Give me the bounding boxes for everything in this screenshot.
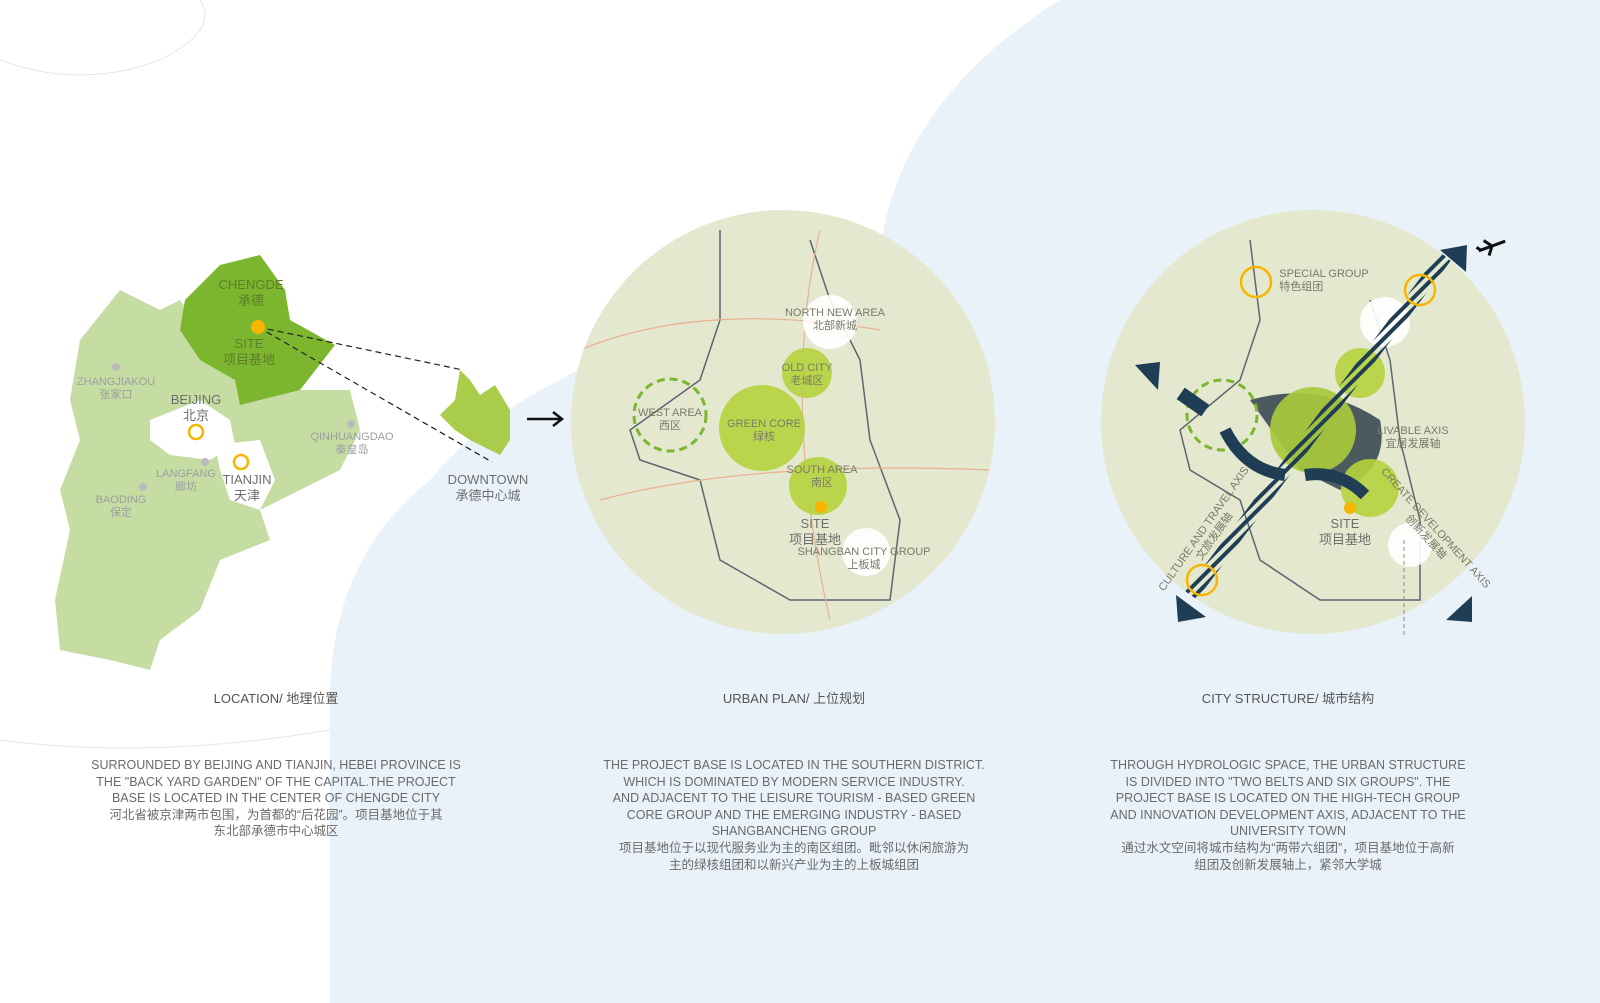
arrow-se [1446,596,1472,622]
label-chengde: CHENGDE 承德 [218,277,284,308]
arrow-ne [1440,245,1467,272]
label-green-core: GREEN CORE 绿核 [727,418,801,444]
downtown-shape [440,370,510,455]
label-site-plan: SITE 项目基地 [788,516,842,547]
tianjin [215,440,275,510]
label-west-area: WEST AREA 西区 [638,407,702,433]
caption-urban-plan: URBAN PLAN/ 上位规划 [722,691,866,706]
label-site-structure: SITE 项目基地 [1318,516,1372,547]
label-baoding: BAODING 保定 [95,494,147,520]
label-north-new-area: NORTH NEW AREA 北部新城 [784,307,886,333]
label-beijing: BEIJING 北京 [170,392,222,423]
beijing [150,400,235,460]
label-livable-axis: LIVABLE AXIS 宜居发展轴 [1377,425,1449,451]
arrow-nw [1135,362,1160,390]
label-special-group: SPECIAL GROUP 特色组团 [1279,268,1369,294]
label-south-area: SOUTH AREA 南区 [786,464,858,490]
label-tianjin: TIANJIN 天津 [222,472,272,503]
label-langfang: LANGFANG 廊坊 [156,468,216,494]
label-old-city: OLD CITY 老城区 [781,362,833,388]
airplane-icon [1475,239,1506,257]
description-urban-plan: THE PROJECT BASE IS LOCATED IN THE SOUTH… [603,758,985,872]
arrow-icon [527,411,565,427]
caption-location: LOCATION/ 地理位置 [213,691,339,706]
label-zhangjiakou: ZHANGJIAKOU 张家口 [76,376,156,402]
label-qinhuangdao: QINHUANGDAO 秦皇岛 [310,431,394,457]
arrow-sw [1176,595,1206,622]
description-city-structure: THROUGH HYDROLOGIC SPACE, THE URBAN STRU… [1110,758,1466,872]
description-location: SURROUNDED BY BEIJING AND TIANJIN, HEBEI… [91,758,461,839]
label-site: SITE 项目基地 [222,336,276,367]
label-downtown: DOWNTOWN 承德中心城 [447,472,529,503]
site-marker [251,320,265,334]
label-shangban: SHANGBAN CITY GROUP 上板城 [797,546,931,572]
caption-city-structure: CITY STRUCTURE/ 城市结构 [1201,691,1375,706]
